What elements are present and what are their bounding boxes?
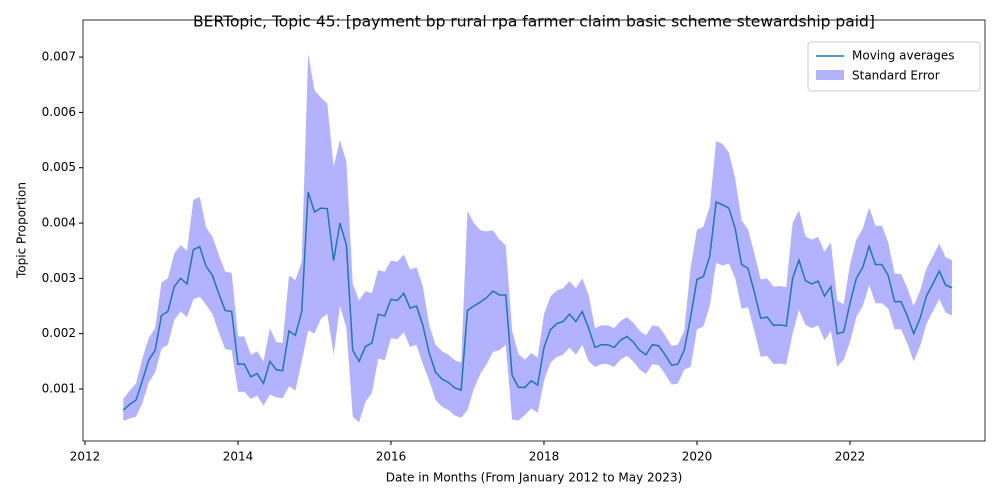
legend-box bbox=[807, 41, 981, 92]
y-tick-label: 0.004 bbox=[42, 216, 76, 230]
x-tick-label: 2022 bbox=[835, 450, 866, 464]
y-tick-label: 0.006 bbox=[42, 105, 76, 119]
x-tick-label: 2018 bbox=[529, 450, 560, 464]
legend-band-swatch bbox=[816, 70, 844, 80]
x-axis-label: Date in Months (From January 2012 to May… bbox=[386, 471, 683, 485]
x-tick-label: 2020 bbox=[682, 450, 713, 464]
y-tick-label: 0.001 bbox=[42, 381, 76, 395]
legend-label: Standard Error bbox=[852, 69, 940, 83]
moving-average-line bbox=[122, 191, 953, 411]
standard-error-band bbox=[123, 53, 952, 423]
plot-frame bbox=[82, 19, 986, 442]
y-tick-label: 0.005 bbox=[42, 160, 76, 174]
legend-label: Moving averages bbox=[852, 49, 955, 63]
x-tick-label: 2016 bbox=[376, 450, 407, 464]
x-tick-label: 2014 bbox=[223, 450, 254, 464]
y-tick-label: 0.003 bbox=[42, 271, 76, 285]
y-tick-label: 0.002 bbox=[42, 326, 76, 340]
y-axis-label: Topic Proportion bbox=[15, 182, 29, 279]
x-tick-label: 2012 bbox=[70, 450, 101, 464]
chart-title: BERTopic, Topic 45: [payment bp rural rp… bbox=[193, 13, 875, 31]
y-tick-label: 0.007 bbox=[42, 50, 76, 64]
